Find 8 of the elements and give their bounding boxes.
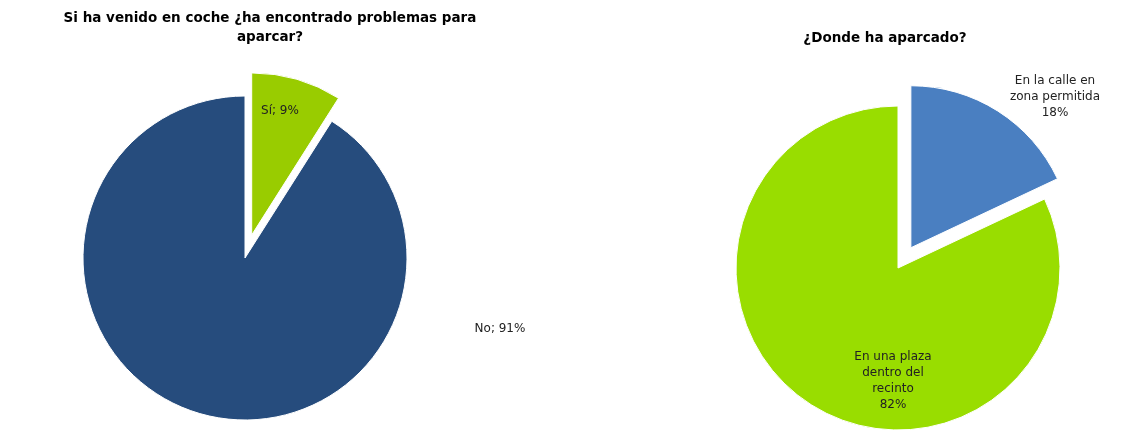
slice-label: En una plaza dentro del recinto (854, 349, 932, 395)
chart-title: ¿Donde ha aparcado? (803, 29, 967, 45)
slice-label: Sí; 9% (261, 103, 299, 117)
data-label: 82% (879, 397, 907, 411)
slice-label: En la calle en zona permitida (1009, 73, 1101, 103)
data-label: 18% (1041, 105, 1069, 119)
chart-title: Si ha venido en coche ¿ha encontrado problemas para aparcar? (63, 9, 477, 44)
slice-label: No; 91% (474, 321, 526, 335)
